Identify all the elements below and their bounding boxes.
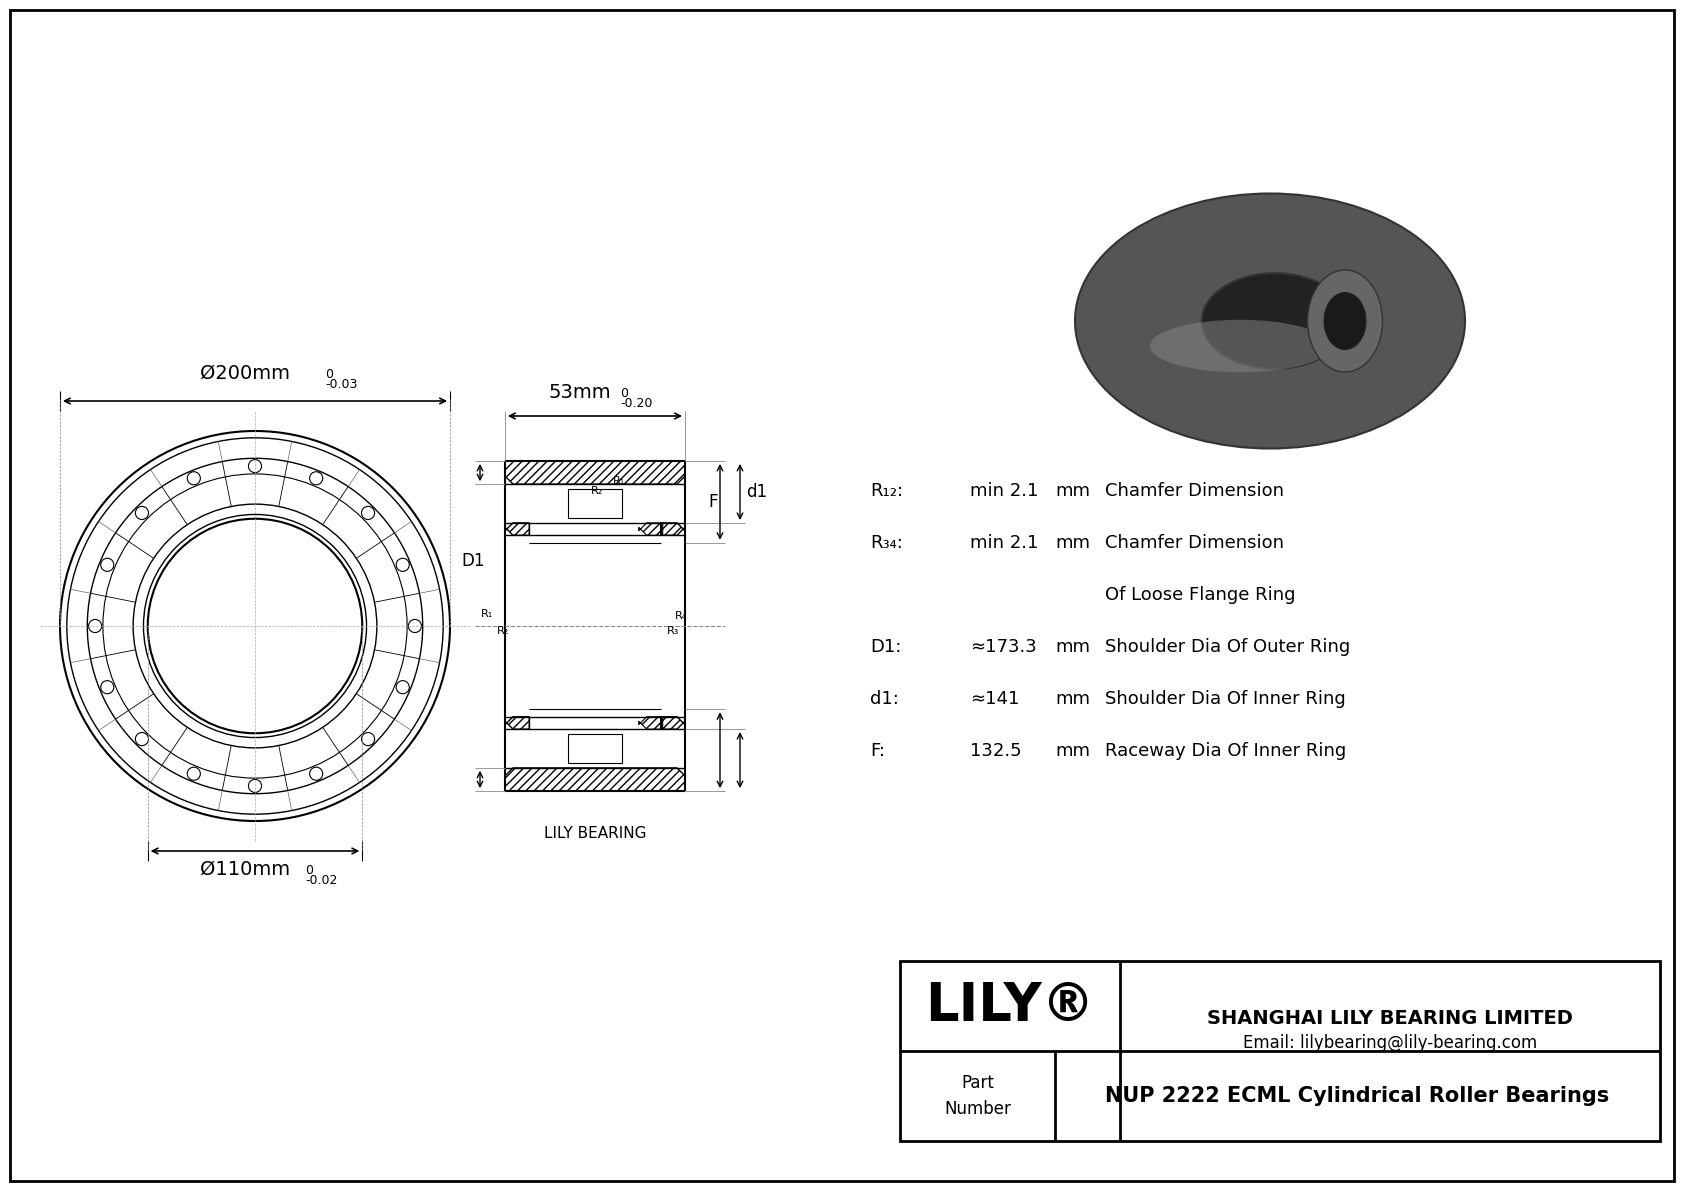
Text: R₁: R₁ <box>613 476 625 486</box>
Text: Chamfer Dimension: Chamfer Dimension <box>1105 534 1283 551</box>
Text: mm: mm <box>1054 482 1090 500</box>
Text: min 2.1: min 2.1 <box>970 482 1039 500</box>
Text: F: F <box>709 493 717 511</box>
Text: 0: 0 <box>325 368 333 381</box>
Text: min 2.1: min 2.1 <box>970 534 1039 551</box>
Text: R₂: R₂ <box>591 486 603 495</box>
Text: Shoulder Dia Of Outer Ring: Shoulder Dia Of Outer Ring <box>1105 638 1351 656</box>
Text: R₄: R₄ <box>675 611 687 621</box>
Text: 132.5: 132.5 <box>970 742 1022 760</box>
Text: Ø110mm: Ø110mm <box>200 860 290 879</box>
Text: 53mm: 53mm <box>549 384 611 403</box>
Ellipse shape <box>1307 270 1383 372</box>
Text: ≈173.3: ≈173.3 <box>970 638 1037 656</box>
Text: LILY®: LILY® <box>925 980 1095 1031</box>
Text: -0.03: -0.03 <box>325 378 357 391</box>
Ellipse shape <box>1150 319 1330 373</box>
Text: Of Loose Flange Ring: Of Loose Flange Ring <box>1105 586 1295 604</box>
Text: 0: 0 <box>305 863 313 877</box>
Text: LILY BEARING: LILY BEARING <box>544 827 647 841</box>
Text: Chamfer Dimension: Chamfer Dimension <box>1105 482 1283 500</box>
Text: d1:: d1: <box>871 690 899 707</box>
Text: mm: mm <box>1054 690 1090 707</box>
Text: NUP 2222 ECML Cylindrical Roller Bearings: NUP 2222 ECML Cylindrical Roller Bearing… <box>1105 1086 1610 1106</box>
Text: ≈141: ≈141 <box>970 690 1019 707</box>
Bar <box>568 734 621 763</box>
Text: D1:: D1: <box>871 638 901 656</box>
Text: R₁₂:: R₁₂: <box>871 482 903 500</box>
Text: SHANGHAI LILY BEARING LIMITED: SHANGHAI LILY BEARING LIMITED <box>1207 1010 1573 1029</box>
Text: R₃₄:: R₃₄: <box>871 534 903 551</box>
Ellipse shape <box>1202 273 1349 369</box>
Text: D1: D1 <box>461 551 485 570</box>
Text: Ø200mm: Ø200mm <box>200 364 290 384</box>
Text: mm: mm <box>1054 534 1090 551</box>
Bar <box>568 490 621 518</box>
Ellipse shape <box>1074 193 1465 449</box>
Text: Email: lilybearing@lily-bearing.com: Email: lilybearing@lily-bearing.com <box>1243 1034 1537 1052</box>
Text: R₃: R₃ <box>667 626 679 636</box>
Text: R₂: R₂ <box>497 626 509 636</box>
Text: Shoulder Dia Of Inner Ring: Shoulder Dia Of Inner Ring <box>1105 690 1346 707</box>
Text: R₁: R₁ <box>482 609 493 619</box>
Text: Part
Number: Part Number <box>945 1074 1012 1117</box>
Text: -0.20: -0.20 <box>620 397 652 410</box>
Text: d1: d1 <box>746 482 768 501</box>
Ellipse shape <box>1324 293 1366 349</box>
Text: mm: mm <box>1054 742 1090 760</box>
Text: mm: mm <box>1054 638 1090 656</box>
Text: 0: 0 <box>620 387 628 400</box>
Text: -0.02: -0.02 <box>305 874 337 887</box>
Text: Raceway Dia Of Inner Ring: Raceway Dia Of Inner Ring <box>1105 742 1346 760</box>
Bar <box>899 961 1660 1141</box>
Text: F:: F: <box>871 742 886 760</box>
